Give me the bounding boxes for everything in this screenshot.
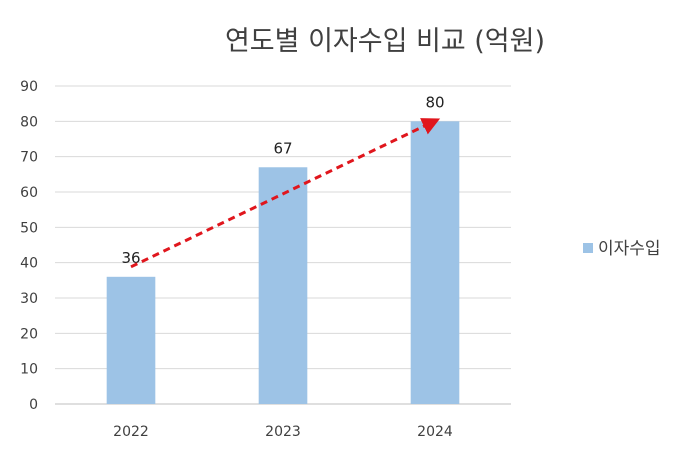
legend-swatch — [583, 243, 593, 253]
x-axis: 2022 2023 2024 — [113, 424, 453, 440]
y-tick-label: 80 — [20, 114, 38, 130]
bar-2023 — [258, 167, 308, 404]
bar-2022 — [106, 276, 156, 404]
trend-arrow — [130, 118, 441, 269]
y-tick-label: 20 — [20, 326, 38, 342]
trend-arrow-line — [130, 118, 441, 269]
x-tick-label: 2024 — [417, 424, 453, 440]
y-tick-label: 50 — [20, 220, 38, 236]
x-tick-label: 2023 — [265, 424, 301, 440]
data-label-2024: 80 — [425, 93, 444, 111]
data-label-2022: 36 — [121, 249, 140, 267]
y-tick-label: 60 — [20, 185, 38, 201]
y-tick-label: 30 — [20, 291, 38, 307]
chart-title: 연도별 이자수입 비교 (억원) — [225, 26, 545, 57]
y-tick-label: 0 — [29, 397, 38, 413]
legend-label: 이자수입 — [598, 239, 661, 259]
legend: 이자수입 — [583, 239, 661, 259]
data-labels: 36 67 80 — [121, 93, 444, 266]
bars — [106, 121, 460, 404]
y-tick-label: 40 — [20, 256, 38, 272]
y-tick-label: 70 — [20, 150, 38, 166]
bar-2024 — [410, 121, 460, 404]
y-axis: 0 10 20 30 40 50 60 70 80 90 — [20, 79, 38, 413]
y-tick-label: 90 — [20, 79, 38, 95]
y-tick-label: 10 — [20, 362, 38, 378]
x-tick-label: 2022 — [113, 424, 149, 440]
data-label-2023: 67 — [273, 139, 292, 157]
